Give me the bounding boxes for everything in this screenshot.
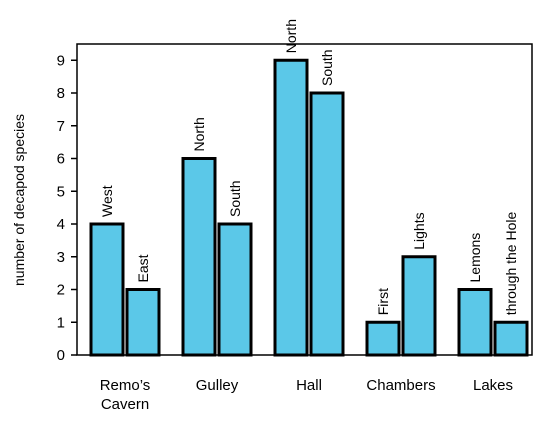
bar-label: South xyxy=(319,49,335,86)
category-label: Hall xyxy=(296,377,322,394)
bar xyxy=(181,157,217,357)
y-tick-label: 6 xyxy=(57,151,65,168)
y-tick-label: 2 xyxy=(57,282,65,299)
bar xyxy=(493,320,529,357)
bar xyxy=(457,288,493,357)
bar xyxy=(273,58,309,357)
bar-label: South xyxy=(227,180,243,217)
y-axis: 0 1 2 3 4 5 6 7 8 9 xyxy=(57,52,77,364)
bar xyxy=(125,288,161,357)
y-tick-label: 9 xyxy=(57,52,65,69)
bar-label: through the Hole xyxy=(503,212,519,316)
bar xyxy=(217,222,253,357)
bar-label: Lights xyxy=(411,212,427,249)
y-tick-label: 7 xyxy=(57,118,65,135)
bar-label: East xyxy=(135,254,151,282)
category-label: Cavern xyxy=(101,396,149,413)
y-tick-label: 0 xyxy=(57,347,65,364)
bar xyxy=(401,255,437,357)
y-tick-label: 5 xyxy=(57,183,65,200)
bar xyxy=(309,91,345,357)
x-axis-categories: Remo’s Cavern Gulley Hall Chambers Lakes xyxy=(100,377,513,413)
category-label: Remo’s xyxy=(100,377,151,394)
bar-label: West xyxy=(99,185,115,217)
category-label: Gulley xyxy=(196,377,239,394)
y-tick-label: 3 xyxy=(57,249,65,266)
category-label: Lakes xyxy=(473,377,513,394)
bar-label: Lemons xyxy=(467,233,483,283)
y-tick-label: 4 xyxy=(57,216,65,233)
y-tick-label: 1 xyxy=(57,314,65,331)
bar-label: North xyxy=(191,117,207,151)
bar-label: North xyxy=(283,19,299,53)
bar xyxy=(365,320,401,357)
bar xyxy=(89,222,125,357)
y-tick-label: 8 xyxy=(57,85,65,102)
category-label: Chambers xyxy=(366,377,435,394)
bar-label: First xyxy=(375,288,391,315)
bar-labels: West East North South North South First Lights L… xyxy=(99,19,519,315)
bars xyxy=(89,58,529,357)
y-axis-title: number of decapod species xyxy=(11,114,27,286)
